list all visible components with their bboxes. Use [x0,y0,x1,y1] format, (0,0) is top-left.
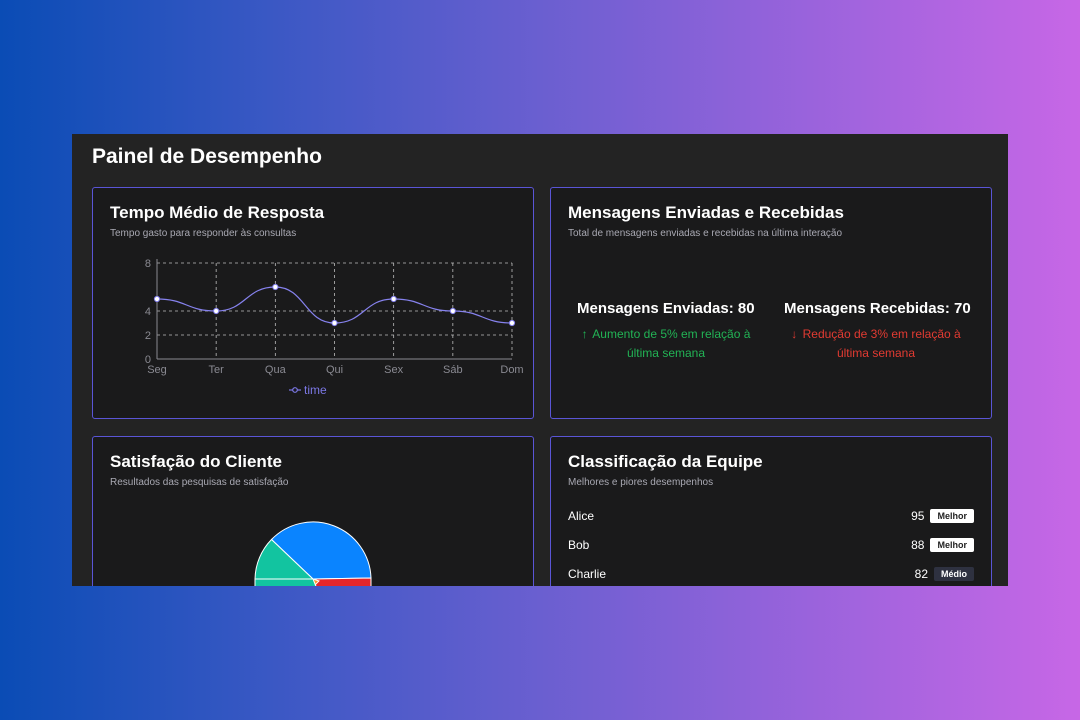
x-tick-label: Seg [147,364,167,376]
card-title: Tempo Médio de Resposta [110,203,325,222]
data-point [272,283,279,291]
member-name: Alice [568,509,595,523]
pie-slice-teal-lower[interactable] [254,578,321,586]
card-title: Classificação da Equipe [568,452,763,471]
rank-badge: Melhor [930,509,974,523]
card-subtitle: Tempo gasto para responder às consultas [110,228,297,239]
card-subtitle: Resultados das pesquisas de satisfação [110,477,289,488]
sent-note-line1: Aumento de 5% em relação à [592,327,751,341]
response-time-card: Tempo Médio de Resposta Tempo gasto para… [92,187,534,419]
dashboard-frame: Painel de Desempenho Tempo Médio de Resp… [72,134,1008,586]
legend-line-icon [289,387,301,393]
pie-slice-blue[interactable] [270,521,372,580]
received-note-line2: última semana [836,346,916,360]
rank-badge: Médio [934,567,974,581]
sent-trend-note: ↑ Aumento de 5% em relação à última sema… [577,325,755,363]
data-point [213,307,220,315]
page-title: Painel de Desempenho [92,145,322,168]
received-messages-stat: Mensagens Recebidas: 70 [784,300,971,317]
arrow-down-icon: ↓ [791,327,798,341]
satisfaction-card: Satisfação do Cliente Resultados das pes… [92,436,534,586]
satisfaction-pie-chart [254,521,372,586]
y-tick-label: 8 [145,258,151,270]
received-note-line1: Redução de 3% em relação à [802,327,961,341]
member-name: Bob [568,538,590,552]
y-tick-label: 0 [145,354,151,366]
card-title: Mensagens Enviadas e Recebidas [568,203,844,222]
member-score: 82 [914,567,928,581]
team-row[interactable]: Bob 88 Melhor [568,535,974,555]
card-subtitle: Melhores e piores desempenhos [568,477,714,488]
x-tick-label: Ter [209,364,225,376]
pie-slice-red[interactable] [312,577,372,586]
x-tick-label: Qui [326,364,343,376]
response-time-chart: 0 2 4 8 Seg Ter Qua Qui Sex Sáb Dom [145,258,524,376]
x-tick-label: Dom [500,364,523,376]
member-name: Charlie [568,567,607,581]
x-tick-label: Sáb [443,364,463,376]
data-point [390,295,397,303]
team-row[interactable]: Alice 95 Melhor [568,506,974,526]
team-ranking-card: Classificação da Equipe Melhores e piore… [550,436,992,586]
data-point [153,295,161,303]
legend-label: time [304,383,327,397]
x-tick-label: Sex [384,364,403,376]
chart-legend[interactable]: time [289,383,327,397]
x-tick-label: Qua [265,364,287,376]
data-point [449,307,456,315]
rank-badge: Melhor [930,538,974,552]
data-point [331,319,338,327]
received-trend-note: ↓ Redução de 3% em relação à última sema… [787,325,965,363]
y-tick-label: 2 [145,330,151,342]
member-score: 95 [911,509,925,523]
card-title: Satisfação do Cliente [110,452,282,471]
sent-messages-stat: Mensagens Enviadas: 80 [577,300,755,317]
messages-card: Mensagens Enviadas e Recebidas Total de … [550,187,992,419]
y-tick-label: 4 [145,306,151,318]
data-point [508,319,516,327]
sent-note-line2: última semana [626,346,706,360]
member-score: 88 [911,538,925,552]
team-row[interactable]: Charlie 82 Médio [568,564,974,584]
arrow-up-icon: ↑ [581,327,588,341]
card-subtitle: Total de mensagens enviadas e recebidas … [568,228,843,239]
